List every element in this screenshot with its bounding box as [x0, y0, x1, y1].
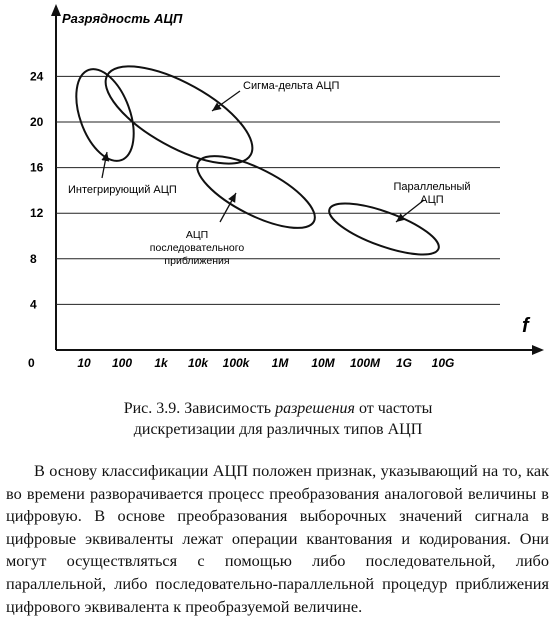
label-line: Параллельный: [393, 181, 470, 193]
label-sigma-delta: Сигма-дельта АЦП: [243, 80, 339, 92]
x-tick-label: 10G: [432, 356, 455, 370]
region-successive-approximation: [196, 155, 316, 229]
figure-caption: Рис. 3.9. Зависимость разрешения от част…: [0, 398, 556, 440]
y-tick-label: 8: [30, 252, 37, 266]
paragraph: В основу классификации АЦП положен призн…: [6, 461, 549, 616]
label-line: последовательного: [150, 242, 245, 254]
arrow-parallel: [395, 199, 425, 223]
y-tick-label: 20: [30, 115, 44, 129]
y-axis-arrow-icon: [51, 4, 61, 16]
x-tick-label: 1k: [154, 356, 169, 370]
caption-emphasis: разрешения: [275, 400, 355, 417]
y-tick-label: 12: [30, 206, 44, 220]
label-successive-approximation: АЦП последовательного приближения: [150, 229, 245, 267]
y-tick-label: 16: [30, 161, 44, 175]
x-tick-labels: 10 100 1k 10k 100k 1M 10M 100M 1G 10G: [77, 356, 454, 370]
x-tick-label: 1G: [396, 356, 412, 370]
label-integrating: Интегрирующий АЦП: [68, 184, 177, 196]
label-line: АЦП: [186, 229, 208, 241]
region-sigma-delta: [104, 65, 254, 165]
y-tick-labels: 4 8 12 16 20 24: [30, 69, 44, 311]
x-tick-label: 100k: [223, 356, 251, 370]
y-axis-title: Разрядность АЦП: [62, 11, 183, 26]
x-tick-label: 100: [112, 356, 132, 370]
x-tick-label: 100M: [350, 356, 381, 370]
y-tick-label: 24: [30, 69, 44, 83]
region-integrating: [75, 68, 135, 162]
body-text: В основу классификации АЦП положен призн…: [6, 460, 549, 618]
origin-label: 0: [28, 356, 35, 370]
arrow-successive-approximation: [219, 192, 237, 223]
label-line: АЦП: [420, 194, 443, 206]
x-tick-label: 10: [77, 356, 91, 370]
x-axis-title: f: [522, 315, 531, 337]
label-parallel: Параллельный АЦП: [393, 181, 470, 206]
label-line: приближения: [164, 255, 229, 267]
x-axis-arrow-icon: [532, 345, 544, 355]
caption-prefix: Рис. 3.9. Зависимость: [123, 400, 276, 417]
x-tick-label: 10k: [188, 356, 209, 370]
grid-lines: [56, 75, 500, 305]
x-tick-label: 10M: [311, 356, 335, 370]
y-tick-label: 4: [30, 297, 37, 311]
x-tick-label: 1M: [272, 356, 290, 370]
caption-line-2: дискретизации для различных типов АЦП: [133, 421, 423, 438]
arrow-sigma-delta: [211, 90, 241, 112]
caption-suffix: от частоты: [354, 400, 433, 417]
arrow-integrating: [101, 151, 110, 179]
region-parallel: [328, 202, 440, 256]
